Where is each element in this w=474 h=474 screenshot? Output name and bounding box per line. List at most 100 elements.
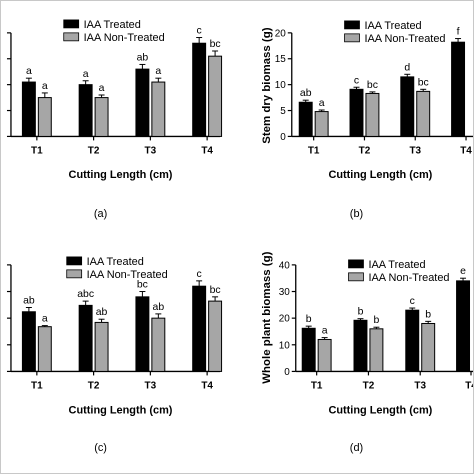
bar-treated-t2 bbox=[78, 304, 93, 372]
significance-letter: a bbox=[83, 69, 89, 80]
x-tick-label-t1: T1 bbox=[308, 145, 320, 156]
significance-letter: a bbox=[319, 98, 325, 109]
x-axis-label: Cutting Length (cm) bbox=[328, 169, 432, 181]
x-axis-label: Cutting Length (cm) bbox=[328, 404, 432, 416]
bar-non-treated-t3 bbox=[151, 81, 166, 137]
significance-letter: c bbox=[410, 296, 415, 307]
x-tick-label-t4: T4 bbox=[460, 145, 472, 156]
legend-swatch-treated bbox=[63, 19, 80, 29]
significance-letter: ab bbox=[153, 302, 165, 313]
significance-letter: e bbox=[460, 266, 466, 277]
x-tick-label-t1: T1 bbox=[31, 380, 43, 391]
bar-treated-t3 bbox=[135, 68, 150, 137]
legend-swatch-non-treated bbox=[348, 272, 364, 282]
x-tick-label-t2: T2 bbox=[363, 380, 375, 391]
significance-letter: c bbox=[354, 75, 359, 86]
bar-treated-t2 bbox=[353, 319, 368, 372]
chart-panel-4: 010203040baT1bbT2cbT3eT4Cutting Length (… bbox=[261, 251, 474, 454]
bar-treated-t4 bbox=[192, 42, 207, 137]
y-tick-label: 0 bbox=[280, 132, 286, 143]
significance-letter: b bbox=[306, 314, 312, 325]
significance-letter: abc bbox=[77, 289, 94, 300]
significance-letter: ab bbox=[300, 88, 312, 99]
bar-treated-t1 bbox=[21, 311, 36, 372]
significance-letter: a bbox=[155, 66, 161, 77]
bar-treated-t1 bbox=[21, 81, 36, 137]
y-tick-label: 40 bbox=[279, 260, 291, 271]
y-tick-label: 15 bbox=[275, 54, 287, 65]
significance-letter: a bbox=[42, 314, 48, 325]
legend-label-non-treated: IAA Non-Treated bbox=[84, 32, 165, 44]
bar-treated-t3 bbox=[400, 76, 415, 137]
significance-letter: ab bbox=[137, 52, 149, 63]
significance-letter: bc bbox=[418, 77, 429, 88]
panel-label: (b) bbox=[350, 208, 363, 220]
y-axis-label: Whole plant biomass (g) bbox=[261, 251, 273, 383]
significance-letter: a bbox=[322, 326, 328, 337]
bar-treated-t2 bbox=[349, 88, 364, 137]
bar-treated-t3 bbox=[405, 309, 420, 372]
bar-non-treated-t1 bbox=[37, 326, 52, 372]
significance-letter: bc bbox=[367, 80, 378, 91]
bar-non-treated-t3 bbox=[421, 322, 436, 372]
significance-letter: b bbox=[374, 315, 380, 326]
bar-treated-t1 bbox=[298, 101, 313, 137]
x-tick-label-t3: T3 bbox=[409, 145, 421, 156]
bar-treated-t2 bbox=[78, 84, 93, 137]
significance-letter: a bbox=[42, 81, 48, 92]
y-tick-label: 30 bbox=[279, 287, 291, 298]
significance-letter: c bbox=[197, 26, 202, 37]
y-tick-label: 10 bbox=[275, 80, 287, 91]
y-tick-label: 20 bbox=[279, 314, 291, 325]
x-tick-label-t3: T3 bbox=[145, 145, 157, 156]
bar-non-treated-t1 bbox=[317, 338, 332, 372]
significance-letter: bc bbox=[137, 280, 148, 291]
x-tick-label-t4: T4 bbox=[465, 380, 474, 391]
significance-letter: b bbox=[425, 309, 431, 320]
bar-non-treated-t3 bbox=[416, 90, 431, 137]
significance-letter: a bbox=[26, 66, 32, 77]
legend-label-treated: IAA Treated bbox=[84, 19, 141, 31]
significance-letter: c bbox=[197, 269, 202, 280]
bar-non-treated-t1 bbox=[314, 111, 329, 137]
significance-letter: b bbox=[358, 307, 364, 318]
panel-label: (d) bbox=[350, 442, 363, 454]
y-tick-label: 0 bbox=[284, 367, 290, 378]
y-axis-label: Stem dry biomass (g) bbox=[261, 27, 273, 143]
significance-letter: a bbox=[99, 83, 105, 94]
bar-non-treated-t4 bbox=[208, 300, 223, 372]
x-tick-label-t2: T2 bbox=[88, 380, 100, 391]
significance-letter: d bbox=[404, 62, 410, 73]
bar-treated-t1 bbox=[301, 327, 316, 372]
bar-non-treated-t2 bbox=[94, 321, 109, 372]
legend-swatch-treated bbox=[348, 259, 364, 269]
y-tick-label: 5 bbox=[280, 106, 286, 117]
significance-letter: ab bbox=[96, 307, 108, 318]
legend-swatch-treated bbox=[344, 20, 360, 30]
x-tick-label-t4: T4 bbox=[201, 145, 213, 156]
x-tick-label-t2: T2 bbox=[359, 145, 371, 156]
legend-label-treated: IAA Treated bbox=[368, 259, 425, 271]
panel-label: (c) bbox=[94, 442, 107, 454]
bar-treated-t3 bbox=[135, 296, 150, 372]
legend-swatch-treated bbox=[66, 256, 83, 266]
y-tick-label: 10 bbox=[279, 340, 291, 351]
x-tick-label-t3: T3 bbox=[145, 380, 157, 391]
bar-non-treated-t2 bbox=[365, 92, 380, 137]
bar-treated-t4 bbox=[451, 41, 466, 137]
x-tick-label-t3: T3 bbox=[414, 380, 426, 391]
significance-letter: ab bbox=[23, 296, 35, 307]
legend-swatch-non-treated bbox=[66, 269, 83, 279]
significance-letter: bc bbox=[210, 285, 221, 296]
bar-non-treated-t1 bbox=[37, 97, 52, 137]
x-tick-label-t1: T1 bbox=[311, 380, 323, 391]
legend-label-treated: IAA Treated bbox=[87, 256, 144, 268]
legend-label-treated: IAA Treated bbox=[364, 20, 421, 32]
x-tick-label-t2: T2 bbox=[88, 145, 100, 156]
bar-non-treated-t2 bbox=[94, 97, 109, 137]
y-tick-label: 20 bbox=[275, 28, 287, 39]
